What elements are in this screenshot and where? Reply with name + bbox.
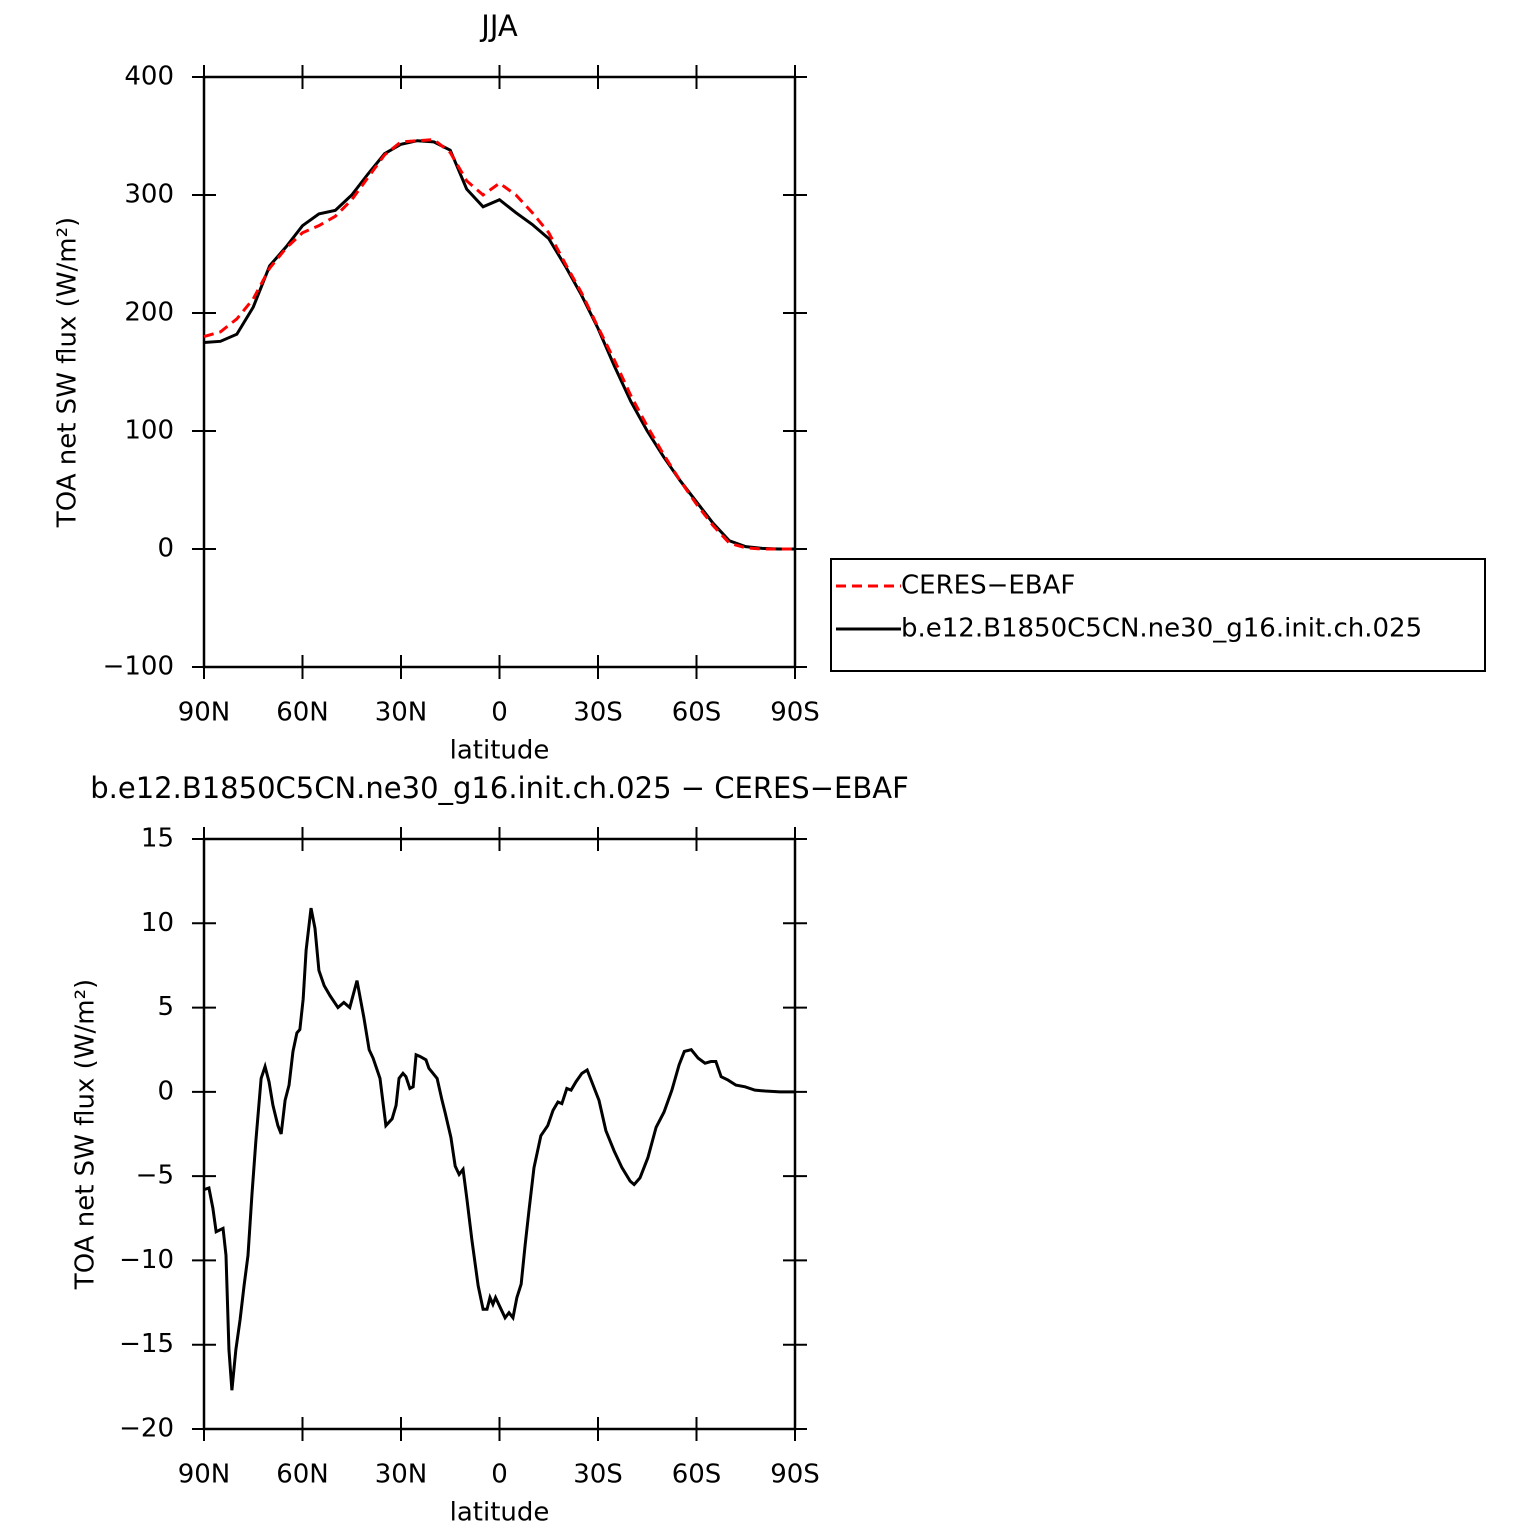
x-axis-label: latitude <box>450 1498 550 1528</box>
x-tick-label: 60S <box>672 1460 722 1490</box>
x-tick-label: 90N <box>178 1460 231 1490</box>
x-tick-label: 90S <box>770 1460 820 1490</box>
legend-label: CERES−EBAF <box>901 571 1075 601</box>
y-tick-label: 100 <box>124 416 174 446</box>
x-tick-label: 0 <box>491 698 508 728</box>
y-tick-label: 5 <box>157 992 174 1022</box>
y-tick-label: 400 <box>124 62 174 92</box>
x-tick-label: 30N <box>375 698 428 728</box>
y-tick-label: −20 <box>119 1414 174 1444</box>
legend-box <box>830 558 1486 672</box>
x-tick-label: 0 <box>491 1460 508 1490</box>
y-tick-label: 200 <box>124 298 174 328</box>
chart-title: b.e12.B1850C5CN.ne30_g16.init.ch.025 − C… <box>90 771 909 805</box>
plot-frame <box>202 75 797 669</box>
y-tick-label: 0 <box>157 1076 174 1106</box>
x-tick-label: 60N <box>276 1460 329 1490</box>
y-axis-label: TOA net SW flux (W/m²) <box>53 217 83 528</box>
y-tick-label: 15 <box>141 824 174 854</box>
data-line <box>203 907 795 1391</box>
x-axis-label: latitude <box>450 736 550 766</box>
x-tick-label: 90S <box>770 698 820 728</box>
y-tick-label: −10 <box>119 1245 174 1275</box>
x-tick-label: 30S <box>573 698 623 728</box>
y-tick-label: −5 <box>136 1161 174 1191</box>
y-axis-label: TOA net SW flux (W/m²) <box>71 979 101 1290</box>
y-tick-label: 300 <box>124 180 174 210</box>
data-line <box>203 139 795 551</box>
x-tick-label: 30N <box>375 1460 428 1490</box>
y-tick-label: −15 <box>119 1329 174 1359</box>
y-tick-label: 0 <box>157 534 174 564</box>
y-tick-label: 10 <box>141 908 174 938</box>
plot-frame <box>202 837 797 1431</box>
x-tick-label: 30S <box>573 1460 623 1490</box>
legend-label: b.e12.B1850C5CN.ne30_g16.init.ch.025 <box>901 614 1422 644</box>
data-line <box>203 138 795 551</box>
x-tick-label: 90N <box>178 698 231 728</box>
y-tick-label: −100 <box>103 652 174 682</box>
chart-title: JJA <box>479 9 518 43</box>
x-tick-label: 60N <box>276 698 329 728</box>
x-tick-label: 60S <box>672 698 722 728</box>
